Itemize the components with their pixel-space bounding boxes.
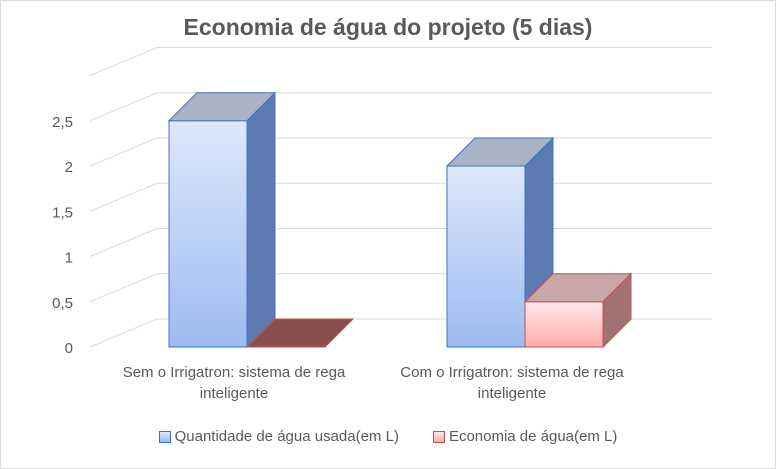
legend-swatch-economia	[432, 430, 445, 443]
bar-side	[246, 91, 276, 349]
legend-swatch-quantidade	[158, 430, 171, 443]
gridline	[89, 47, 712, 76]
bar-front	[446, 165, 526, 348]
bar-front	[168, 120, 248, 348]
y-tick-label: 1	[65, 250, 73, 267]
y-tick-label: 2	[65, 159, 73, 176]
y-tick-label: 2,5	[52, 114, 73, 131]
category-label: Com o Irrigatron: sistema de rega	[400, 364, 624, 381]
bar-top	[167, 92, 277, 122]
legend-item-quantidade: Quantidade de água usada(em L)	[158, 428, 399, 445]
chart-title: Economia de água do projeto (5 dias)	[183, 14, 593, 40]
category-label: Sem o Irrigatron: sistema de rega	[123, 364, 346, 381]
category-label: inteligente	[200, 385, 268, 402]
legend-item-economia: Economia de água(em L)	[432, 428, 618, 445]
category-label: inteligente	[478, 385, 546, 402]
bar-top	[523, 273, 633, 303]
y-tick-label: 1,5	[52, 204, 73, 221]
legend-label-economia: Economia de água(em L)	[448, 428, 618, 445]
gridline	[89, 92, 712, 122]
legend-label-quantidade: Quantidade de água usada(em L)	[174, 428, 399, 445]
y-tick-label: 0	[65, 340, 73, 357]
bar-top	[245, 318, 355, 348]
legend: Quantidade de água usada(em L) Economia …	[0, 428, 776, 445]
bar-top	[445, 137, 555, 167]
y-tick-label: 0,5	[52, 295, 73, 312]
bar-front	[524, 301, 604, 348]
